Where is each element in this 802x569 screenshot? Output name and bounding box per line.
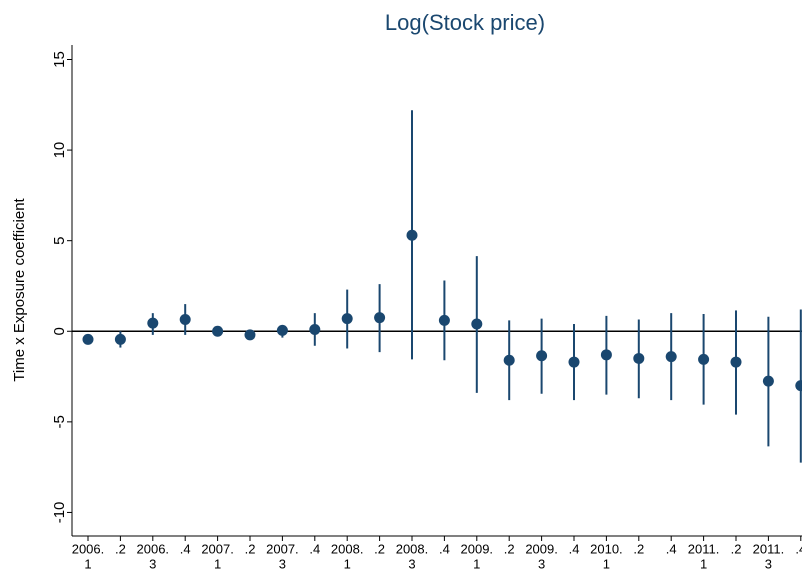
x-tick-label: .2 — [115, 541, 126, 556]
y-axis-label: Time x Exposure coefficient — [11, 197, 28, 381]
x-tick-label: .2 — [245, 541, 256, 556]
x-tick-label: 3 — [149, 556, 156, 569]
point-estimate — [82, 333, 94, 345]
x-tick-label: .2 — [374, 541, 385, 556]
x-tick-label: 2009. — [461, 541, 494, 556]
point-estimate — [212, 325, 224, 337]
x-tick-label: 2006. — [137, 541, 170, 556]
x-tick-label: .2 — [504, 541, 515, 556]
point-estimate — [568, 356, 580, 368]
point-estimate — [471, 318, 483, 330]
y-tick-label: -5 — [51, 415, 68, 428]
x-tick-label: 2007. — [201, 541, 234, 556]
y-tick-label: -10 — [51, 502, 68, 524]
x-tick-label: .4 — [569, 541, 580, 556]
point-estimate — [730, 356, 742, 368]
x-tick-label: 2011. — [753, 541, 785, 556]
x-tick-label: 2011. — [688, 541, 720, 556]
point-estimate — [600, 349, 612, 361]
x-tick-label: 3 — [279, 556, 286, 569]
point-estimate — [341, 313, 353, 325]
y-tick-label: 10 — [51, 142, 68, 159]
y-tick-label: 0 — [51, 327, 68, 335]
y-tick-label: 5 — [51, 237, 68, 245]
x-tick-label: .4 — [180, 541, 191, 556]
point-estimate — [309, 323, 321, 335]
x-tick-label: .4 — [795, 541, 802, 556]
point-estimate — [503, 354, 515, 366]
x-tick-label: 1 — [700, 556, 707, 569]
x-tick-label: .4 — [439, 541, 450, 556]
x-tick-label: .2 — [633, 541, 644, 556]
point-estimate — [147, 317, 159, 329]
x-tick-label: 2010. — [590, 541, 623, 556]
point-estimate — [536, 350, 548, 362]
chart-title: Log(Stock price) — [385, 10, 545, 35]
x-tick-label: .4 — [666, 541, 677, 556]
point-estimate — [179, 313, 191, 325]
x-tick-label: 2008. — [331, 541, 364, 556]
x-tick-label: 1 — [84, 556, 91, 569]
y-tick-label: 15 — [51, 51, 68, 68]
point-estimate — [438, 314, 450, 326]
x-tick-label: 1 — [214, 556, 221, 569]
x-tick-label: 2006. — [72, 541, 105, 556]
x-tick-label: 3 — [538, 556, 545, 569]
x-tick-label: .2 — [731, 541, 742, 556]
x-tick-label: 2007. — [266, 541, 299, 556]
x-tick-label: 1 — [473, 556, 480, 569]
x-tick-label: .4 — [309, 541, 320, 556]
point-estimate — [665, 351, 677, 363]
point-estimate — [374, 312, 386, 324]
point-estimate — [276, 324, 288, 336]
x-tick-label: 1 — [344, 556, 351, 569]
point-estimate — [762, 375, 774, 387]
point-estimate — [698, 353, 710, 365]
point-estimate — [633, 352, 645, 364]
point-estimate — [795, 380, 802, 392]
point-estimate — [244, 329, 256, 341]
x-tick-label: 1 — [603, 556, 610, 569]
point-estimate — [114, 333, 126, 345]
x-tick-label: 3 — [408, 556, 415, 569]
x-tick-label: 3 — [765, 556, 772, 569]
x-tick-label: 2008. — [396, 541, 429, 556]
x-tick-label: 2009. — [525, 541, 558, 556]
point-estimate — [406, 229, 418, 241]
